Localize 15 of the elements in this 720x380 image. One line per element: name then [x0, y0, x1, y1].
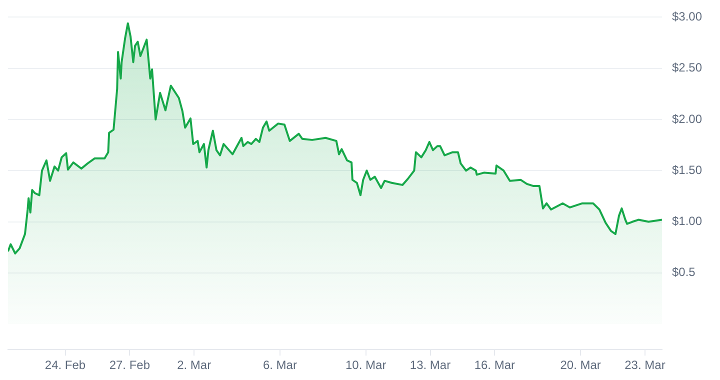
y-tick-label: $1.50 — [672, 162, 702, 177]
y-tick-label: $2.00 — [672, 112, 702, 126]
y-tick-label: $1.00 — [672, 214, 702, 228]
x-tick-label: 10. Mar — [346, 358, 386, 372]
x-tick-label: 16. Mar — [474, 358, 516, 372]
x-tick-label: 24. Feb — [44, 358, 86, 372]
x-tick-label: 27. Feb — [109, 358, 150, 372]
x-tick-label: 6. Mar — [262, 358, 297, 372]
x-tick-label: 23. Mar — [624, 358, 666, 372]
y-tick-label: $2.50 — [672, 60, 702, 75]
x-tick-label: 2. Mar — [177, 358, 212, 372]
x-tick-label: 20. Mar — [560, 358, 601, 372]
x-tick-label: 13. Mar — [410, 358, 451, 372]
y-tick-label: $3.00 — [672, 10, 702, 24]
y-tick-label: $0.5 — [672, 265, 696, 280]
